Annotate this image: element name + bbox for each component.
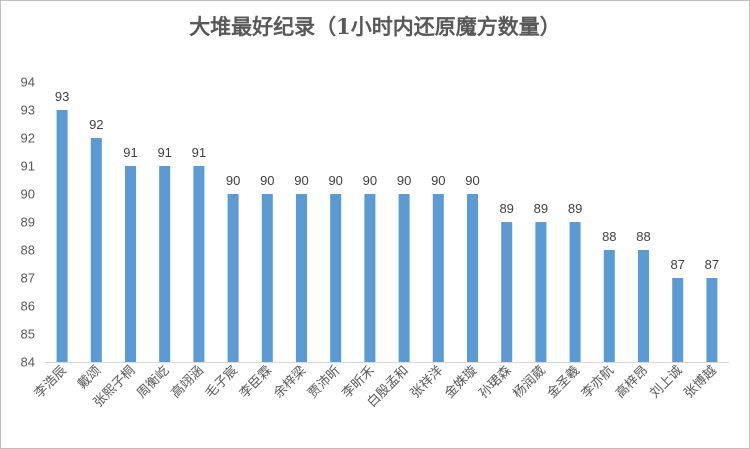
bar (535, 222, 547, 362)
data-label: 93 (55, 89, 69, 104)
x-tick-label: 毛子宸 (202, 363, 241, 402)
data-label: 90 (328, 173, 342, 188)
data-label: 89 (534, 201, 548, 216)
data-label: 90 (294, 173, 308, 188)
bar (364, 194, 376, 362)
data-label: 87 (670, 257, 684, 272)
x-tick-label: 刘上诚 (647, 363, 685, 401)
y-tick-label: 92 (21, 131, 35, 146)
x-tick-label: 张祥洋 (408, 363, 446, 401)
data-label: 90 (431, 173, 445, 188)
data-label: 89 (568, 201, 582, 216)
bar (638, 250, 649, 362)
x-tick-label: 高梓昂 (612, 363, 651, 402)
data-label: 89 (499, 201, 513, 216)
y-tick-label: 86 (21, 299, 35, 314)
y-tick-label: 84 (21, 355, 35, 370)
bar (193, 166, 205, 362)
chart-title: 大堆最好纪录（1小时内还原魔方数量） (189, 14, 561, 39)
y-tick-label: 87 (21, 271, 35, 286)
bar (159, 166, 171, 362)
bar (398, 194, 410, 362)
bar (672, 278, 684, 362)
data-label: 88 (602, 229, 616, 244)
x-tick-label: 杨润葳 (511, 363, 549, 401)
bar (227, 194, 239, 362)
bar (330, 194, 342, 362)
data-label: 90 (260, 173, 274, 188)
y-tick-label: 93 (21, 103, 35, 118)
bar (603, 250, 615, 362)
x-tick-label: 金圣羲 (544, 363, 583, 402)
data-label: 90 (226, 173, 240, 188)
bar (261, 194, 273, 362)
bar (569, 222, 581, 362)
bar (432, 194, 444, 362)
x-tick-label: 余梓梁 (270, 363, 309, 402)
x-tick-label: 周衡屹 (134, 363, 172, 401)
data-label: 88 (636, 229, 650, 244)
bar (501, 222, 513, 362)
data-label: 91 (123, 145, 137, 160)
x-tick-label: 张博越 (682, 363, 720, 401)
bar (296, 194, 307, 362)
bar (467, 194, 478, 362)
data-label: 92 (89, 117, 103, 132)
data-label: 90 (397, 173, 411, 188)
data-label: 87 (705, 257, 719, 272)
y-tick-label: 85 (21, 327, 35, 342)
data-label: 91 (192, 145, 206, 160)
data-label: 90 (465, 173, 479, 188)
bar (90, 138, 102, 362)
bar (125, 166, 136, 362)
y-tick-label: 88 (21, 243, 35, 258)
x-tick-label: 金姝璇 (441, 363, 480, 402)
x-tick-label: 戴颂 (75, 363, 104, 392)
data-label: 90 (363, 173, 377, 188)
x-tick-label: 李臣霖 (237, 363, 275, 401)
y-tick-label: 91 (21, 159, 35, 174)
bar (706, 278, 718, 362)
x-tick-label: 李亦航 (578, 363, 617, 402)
y-tick-label: 90 (21, 187, 35, 202)
y-tick-label: 89 (21, 215, 35, 230)
bar (56, 110, 68, 362)
y-tick-label: 94 (21, 75, 35, 90)
x-tick-label: 高翊涵 (168, 363, 207, 402)
data-label: 91 (157, 145, 171, 160)
x-tick-label: 李浩辰 (32, 363, 70, 401)
x-tick-label: 孙珺森 (476, 363, 514, 401)
x-tick-label: 贾沛昕 (305, 363, 343, 401)
